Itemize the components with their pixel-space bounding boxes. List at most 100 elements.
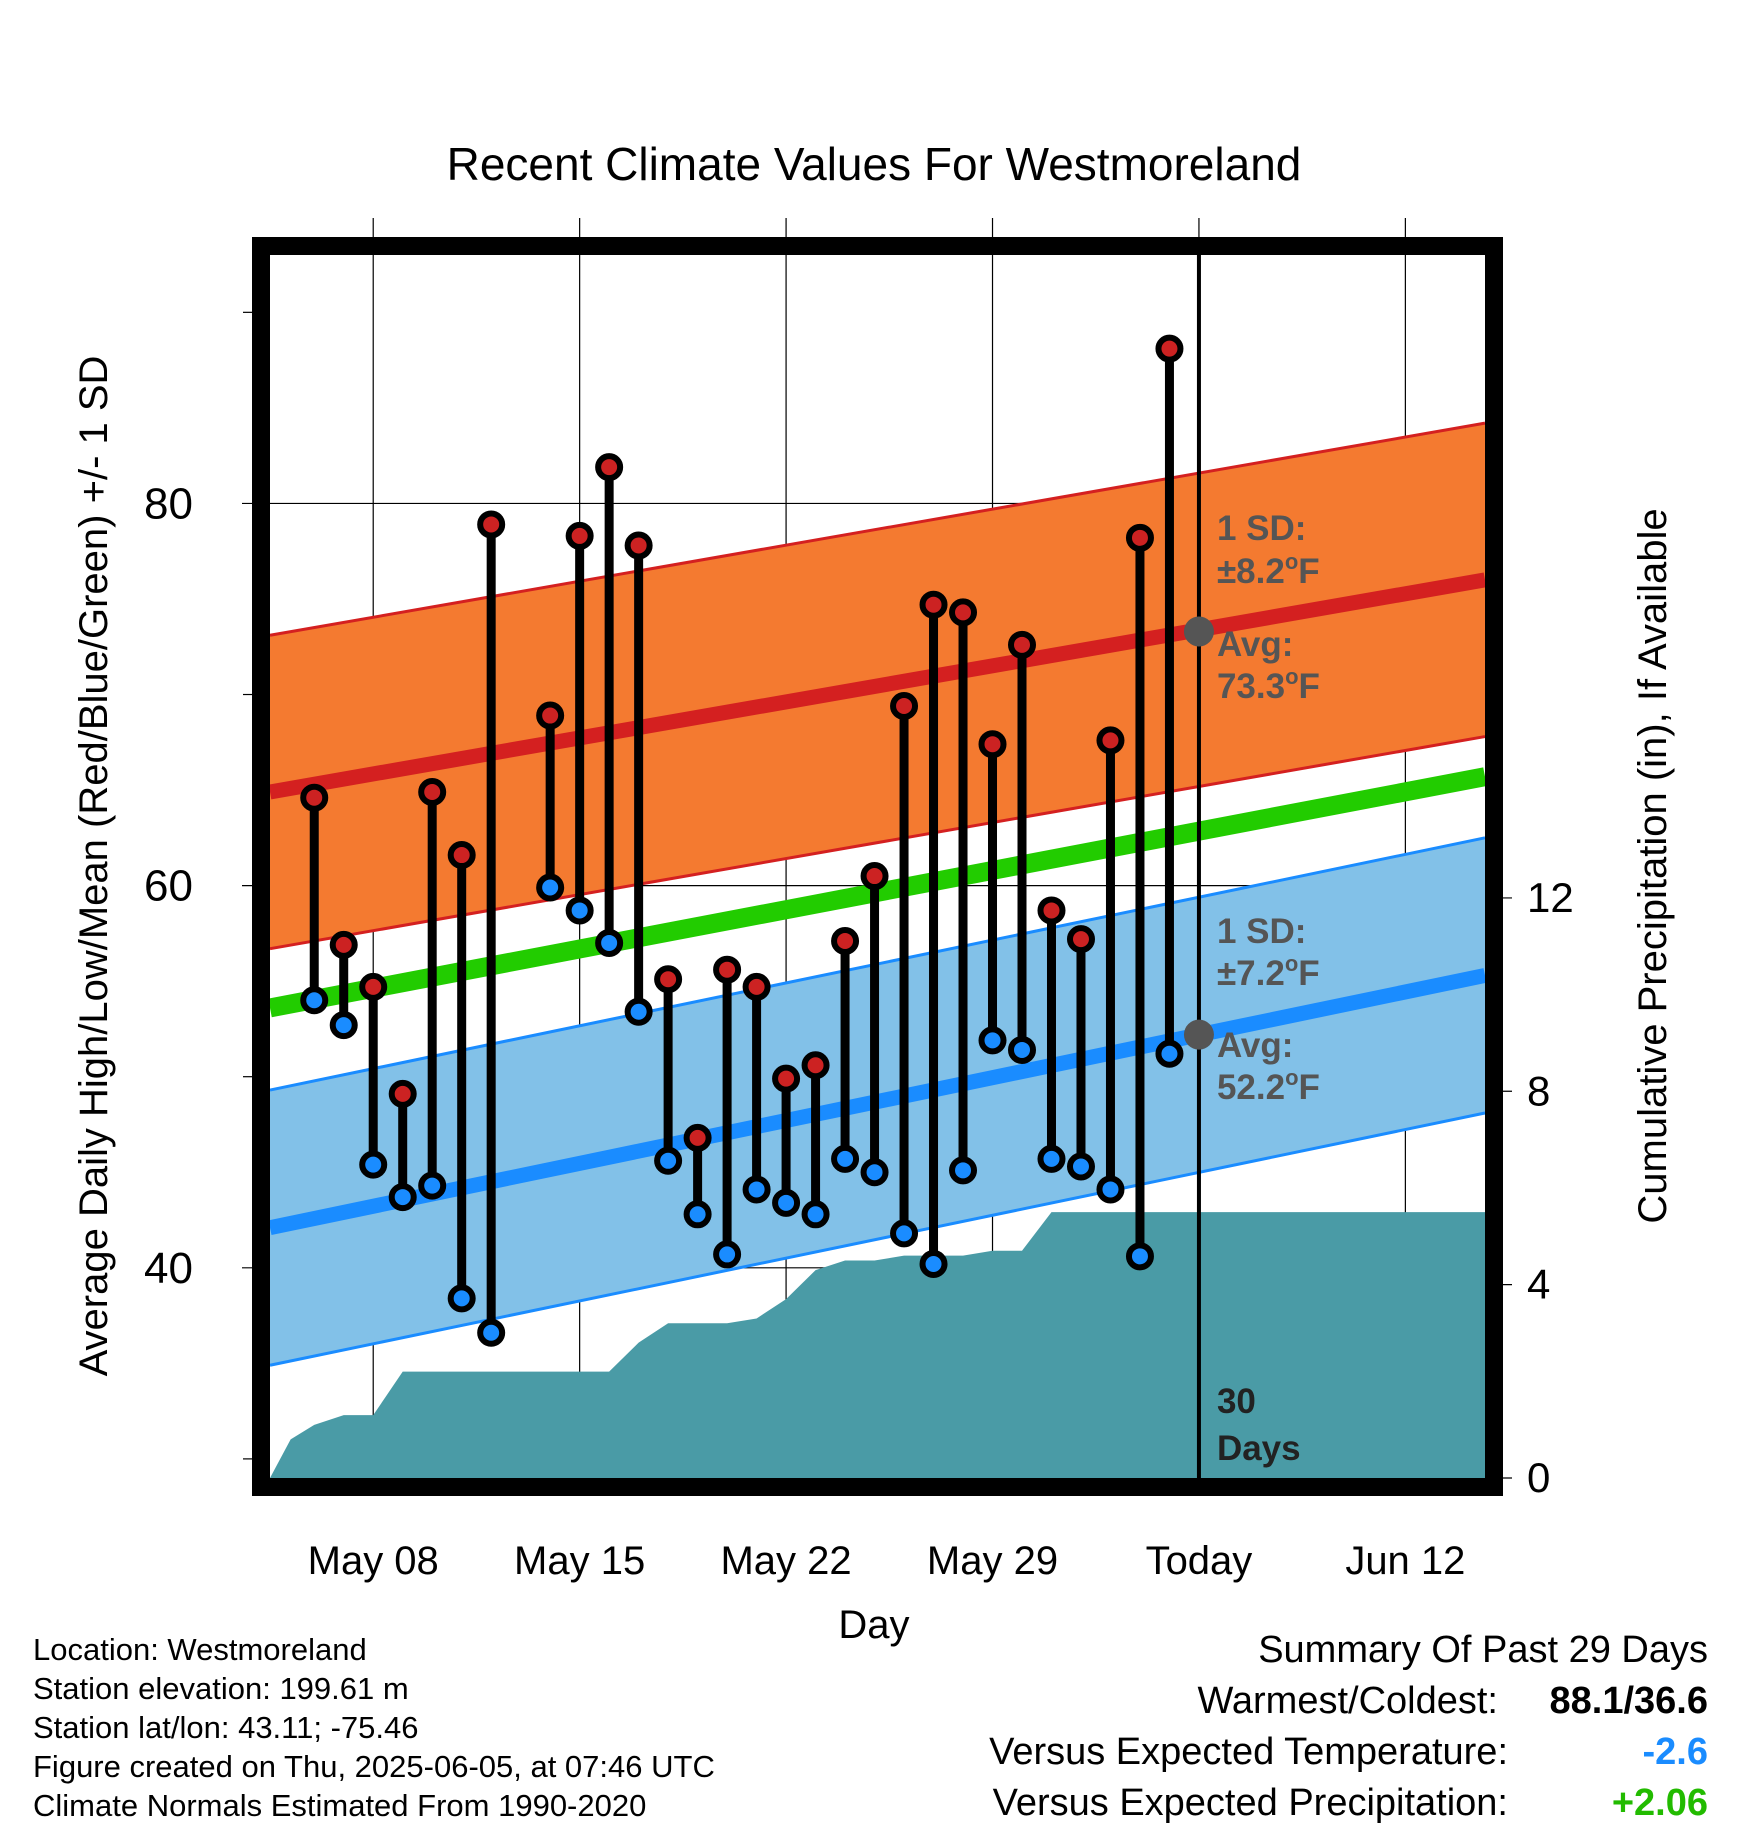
precip-value: +2.06 <box>1611 1782 1708 1824</box>
low-point <box>447 1284 476 1313</box>
high-point <box>595 453 624 482</box>
x-axis-label: Day <box>838 1603 909 1647</box>
y-left-tick-label: 80 <box>144 479 193 528</box>
high-point <box>831 927 860 956</box>
low-point <box>624 997 653 1026</box>
high-point <box>1037 896 1066 925</box>
high-point <box>565 521 594 550</box>
low-point <box>359 1150 388 1179</box>
high-point <box>801 1051 830 1080</box>
today-high-avg-marker <box>1183 616 1214 647</box>
high-point <box>772 1064 801 1093</box>
high-point <box>860 862 889 891</box>
precip-cumulative-area <box>270 1212 1485 1478</box>
x-tick-label: May 15 <box>514 1539 645 1583</box>
high-point <box>447 841 476 870</box>
x-tick-label: Today <box>1146 1539 1253 1583</box>
y-left-tick-label: 40 <box>144 1244 193 1293</box>
low-sd-band-lower-edge <box>269 1111 1486 1367</box>
low-point <box>742 1175 771 1204</box>
low-point <box>801 1200 830 1229</box>
high-point <box>1008 630 1037 659</box>
low-avg-label: Avg: <box>1217 1026 1293 1065</box>
low-sd-label: 1 SD: <box>1217 912 1306 951</box>
low-point <box>654 1146 683 1175</box>
low-point <box>978 1026 1007 1055</box>
footer-elevation: Station elevation: 199.61 m <box>33 1671 409 1706</box>
low-point <box>1008 1035 1037 1064</box>
high-point <box>713 955 742 984</box>
temp-label: Versus Expected Temperature: <box>989 1731 1508 1773</box>
high-point <box>300 783 329 812</box>
high-point <box>978 730 1007 759</box>
low-point <box>477 1318 506 1347</box>
high-point <box>477 510 506 539</box>
high-point <box>1096 726 1125 755</box>
high-point <box>536 701 565 730</box>
low-point <box>831 1144 860 1173</box>
high-avg-label: Avg: <box>1217 625 1293 664</box>
high-sd-band-lower-edge <box>269 735 1486 951</box>
low-avg-value-label: 52.2oF <box>1217 1065 1320 1107</box>
plot-frame <box>252 237 1503 1496</box>
high-sd-band-upper-edge <box>269 421 1486 637</box>
chart-title: Recent Climate Values For Westmoreland <box>447 138 1302 190</box>
warm-cold-value: 88.1/36.6 <box>1549 1680 1708 1722</box>
y-right-tick-label: 4 <box>1527 1261 1550 1308</box>
high-point <box>654 965 683 994</box>
today-low-avg-marker <box>1183 1019 1214 1050</box>
low-point <box>1096 1175 1125 1204</box>
high-sd-label: 1 SD: <box>1217 509 1306 548</box>
high-point <box>418 777 447 806</box>
high-sd-value-label: ±8.2oF <box>1217 549 1320 591</box>
temp-value: -2.6 <box>1642 1731 1708 1773</box>
low-point <box>919 1249 948 1278</box>
x-tick-label: May 08 <box>308 1539 439 1583</box>
summary-heading: Summary Of Past 29 Days <box>1258 1629 1708 1671</box>
high-point <box>683 1123 712 1152</box>
low-point <box>860 1158 889 1187</box>
footer-latlon: Station lat/lon: 43.11; -75.46 <box>33 1710 419 1745</box>
low-point <box>713 1240 742 1269</box>
high-point <box>388 1079 417 1108</box>
low-point <box>565 896 594 925</box>
summary-precip: Versus Expected Precipitation: +2.06 <box>989 1778 1708 1829</box>
station-info: Location: Westmoreland Station elevation… <box>33 1630 715 1825</box>
low-point <box>949 1156 978 1185</box>
low-point <box>1066 1152 1095 1181</box>
window-label-days-count: 30 <box>1217 1382 1256 1421</box>
daily-points <box>300 334 1184 1347</box>
x-tick-label: Jun 12 <box>1345 1539 1465 1583</box>
low-point <box>595 928 624 957</box>
high-point <box>329 930 358 959</box>
warm-cold-label: Warmest/Coldest: <box>1197 1680 1498 1722</box>
high-point <box>1066 925 1095 954</box>
y-left-tick-label: 60 <box>144 862 193 911</box>
high-point <box>890 691 919 720</box>
y-axis-label-left: Average Daily High/Low/Mean (Red/Blue/Gr… <box>72 356 116 1377</box>
low-point <box>683 1200 712 1229</box>
footer-location: Location: Westmoreland <box>33 1632 367 1667</box>
x-tick-label: May 22 <box>720 1539 851 1583</box>
precip-area <box>270 1212 1485 1478</box>
precip-label: Versus Expected Precipitation: <box>992 1782 1508 1824</box>
footer-created: Figure created on Thu, 2025-06-05, at 07… <box>33 1749 715 1784</box>
low-point <box>536 873 565 902</box>
summary-warm-cold: Warmest/Coldest: 88.1/36.6 <box>989 1676 1708 1727</box>
high-point <box>624 531 653 560</box>
high-avg-value-label: 73.3oF <box>1217 664 1320 706</box>
low-point <box>890 1219 919 1248</box>
high-point <box>919 590 948 619</box>
high-point <box>1125 523 1154 552</box>
today-marker <box>1183 247 1214 1478</box>
high-avg-line <box>268 572 1487 800</box>
axis-ticks: May 08 May 15 May 22 May 29 Today Jun 1240608… <box>144 311 1574 1583</box>
high-point <box>1155 334 1184 363</box>
summary-panel: Summary Of Past 29 Days Warmest/Coldest:… <box>989 1625 1708 1829</box>
high-point <box>359 972 388 1001</box>
low-sd-value-label: ±7.2oF <box>1217 951 1320 993</box>
window-label-days-text: Days <box>1217 1429 1301 1468</box>
y-axis-label-right: Cumulative Precipitation (in), If Availa… <box>1631 508 1675 1223</box>
